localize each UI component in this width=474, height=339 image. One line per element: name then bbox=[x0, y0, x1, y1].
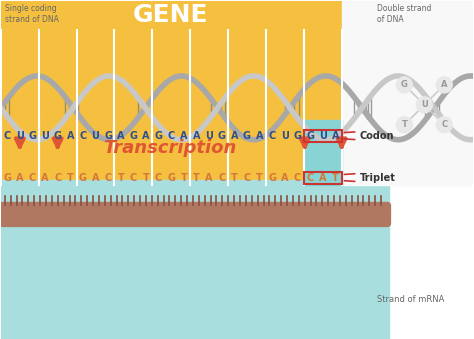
Text: C: C bbox=[54, 173, 61, 183]
Text: G: G bbox=[155, 131, 163, 141]
Text: T: T bbox=[332, 173, 339, 183]
Text: G: G bbox=[79, 173, 87, 183]
Text: G: G bbox=[293, 131, 301, 141]
Text: A: A bbox=[180, 131, 188, 141]
Text: T: T bbox=[401, 120, 407, 129]
Text: C: C bbox=[294, 173, 301, 183]
Text: C: C bbox=[3, 131, 11, 141]
Text: C: C bbox=[269, 131, 276, 141]
Text: U: U bbox=[16, 131, 24, 141]
Text: Transcription: Transcription bbox=[103, 139, 237, 157]
Text: T: T bbox=[181, 173, 187, 183]
Text: C: C bbox=[218, 173, 225, 183]
Text: A: A bbox=[16, 173, 24, 183]
Text: A: A bbox=[230, 131, 238, 141]
Text: C: C bbox=[168, 131, 175, 141]
Text: Triplet: Triplet bbox=[360, 173, 395, 183]
Text: Codon: Codon bbox=[360, 131, 394, 141]
Text: A: A bbox=[117, 131, 125, 141]
Text: T: T bbox=[256, 173, 263, 183]
Text: T: T bbox=[118, 173, 124, 183]
Text: A: A bbox=[256, 131, 264, 141]
Text: U: U bbox=[281, 131, 289, 141]
Text: G: G bbox=[129, 131, 137, 141]
Text: U: U bbox=[319, 131, 327, 141]
Bar bbox=[342, 1, 473, 184]
Text: C: C bbox=[130, 173, 137, 183]
Text: C: C bbox=[79, 131, 87, 141]
Circle shape bbox=[396, 77, 412, 93]
Text: G: G bbox=[268, 173, 276, 183]
Text: C: C bbox=[104, 173, 112, 183]
Text: C: C bbox=[155, 173, 162, 183]
Text: Double strand
of DNA: Double strand of DNA bbox=[377, 4, 432, 24]
Text: U: U bbox=[205, 131, 213, 141]
Text: T: T bbox=[67, 173, 73, 183]
Text: T: T bbox=[231, 173, 238, 183]
Text: C: C bbox=[441, 120, 447, 129]
Bar bbox=[1, 180, 390, 339]
Text: A: A bbox=[331, 131, 339, 141]
Circle shape bbox=[436, 77, 452, 93]
Text: U: U bbox=[91, 131, 100, 141]
Text: G: G bbox=[28, 131, 36, 141]
Text: A: A bbox=[441, 80, 447, 89]
Text: C: C bbox=[307, 173, 314, 183]
Circle shape bbox=[436, 117, 452, 133]
FancyBboxPatch shape bbox=[0, 202, 391, 226]
Text: G: G bbox=[3, 173, 11, 183]
Text: A: A bbox=[205, 173, 213, 183]
Text: Strand of mRNA: Strand of mRNA bbox=[377, 295, 445, 304]
Text: G: G bbox=[167, 173, 175, 183]
Bar bbox=[1, 1, 370, 184]
Bar bbox=[304, 172, 342, 183]
Text: G: G bbox=[401, 80, 408, 89]
Text: G: G bbox=[306, 131, 314, 141]
Circle shape bbox=[396, 117, 412, 133]
Text: T: T bbox=[193, 173, 200, 183]
Text: U: U bbox=[41, 131, 49, 141]
Text: C: C bbox=[29, 173, 36, 183]
Text: A: A bbox=[281, 173, 289, 183]
Text: A: A bbox=[319, 173, 327, 183]
Text: A: A bbox=[92, 173, 99, 183]
Text: T: T bbox=[143, 173, 149, 183]
Bar bbox=[304, 130, 342, 142]
Text: A: A bbox=[142, 131, 150, 141]
Text: A: A bbox=[41, 173, 49, 183]
Text: Single coding
strand of DNA: Single coding strand of DNA bbox=[5, 4, 59, 24]
Text: G: G bbox=[104, 131, 112, 141]
Text: C: C bbox=[243, 173, 251, 183]
Text: GENE: GENE bbox=[133, 3, 208, 27]
Text: U: U bbox=[421, 100, 428, 109]
Bar bbox=[304, 120, 342, 184]
Text: A: A bbox=[193, 131, 200, 141]
Circle shape bbox=[416, 97, 432, 113]
Text: G: G bbox=[243, 131, 251, 141]
Text: A: A bbox=[66, 131, 74, 141]
Text: G: G bbox=[218, 131, 226, 141]
Text: G: G bbox=[54, 131, 62, 141]
